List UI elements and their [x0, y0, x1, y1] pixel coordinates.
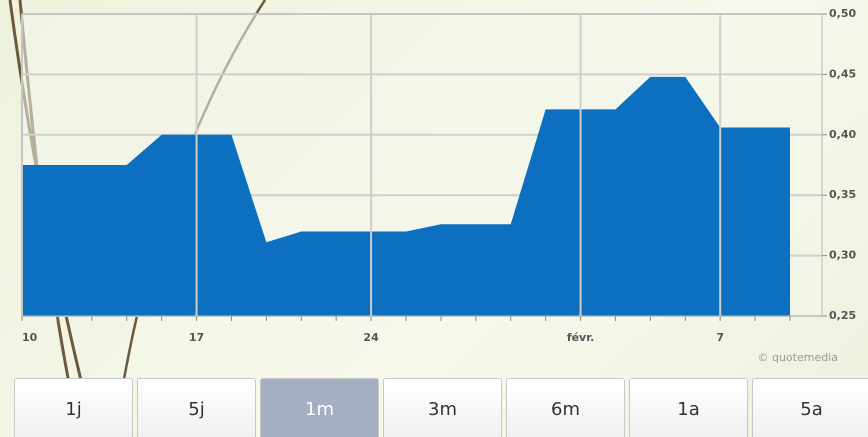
- y-tick-label: 0,30: [829, 249, 856, 262]
- y-tick-label: 0,45: [829, 67, 856, 80]
- x-tick-label: 7: [716, 331, 724, 344]
- range-button[interactable]: 5j: [137, 378, 256, 437]
- y-tick-label: 0,40: [829, 128, 856, 141]
- range-button[interactable]: 6m: [506, 378, 625, 437]
- range-button[interactable]: 5a: [752, 378, 868, 437]
- x-tick-label: 24: [363, 331, 379, 344]
- x-tick-label: févr.: [567, 331, 594, 344]
- y-tick-label: 0,35: [829, 188, 856, 201]
- y-tick-label: 0,25: [829, 309, 856, 322]
- range-button[interactable]: 1a: [629, 378, 748, 437]
- plot-border: [21, 13, 823, 317]
- watermark: © quotemedia: [757, 351, 838, 364]
- x-tick-label: 17: [189, 331, 204, 344]
- y-tick-label: 0,50: [829, 7, 856, 20]
- range-button[interactable]: 3m: [383, 378, 502, 437]
- area: [22, 76, 790, 316]
- range-button[interactable]: 1j: [14, 378, 133, 437]
- x-tick-label: 10: [22, 331, 38, 344]
- range-button[interactable]: 1m: [260, 378, 379, 437]
